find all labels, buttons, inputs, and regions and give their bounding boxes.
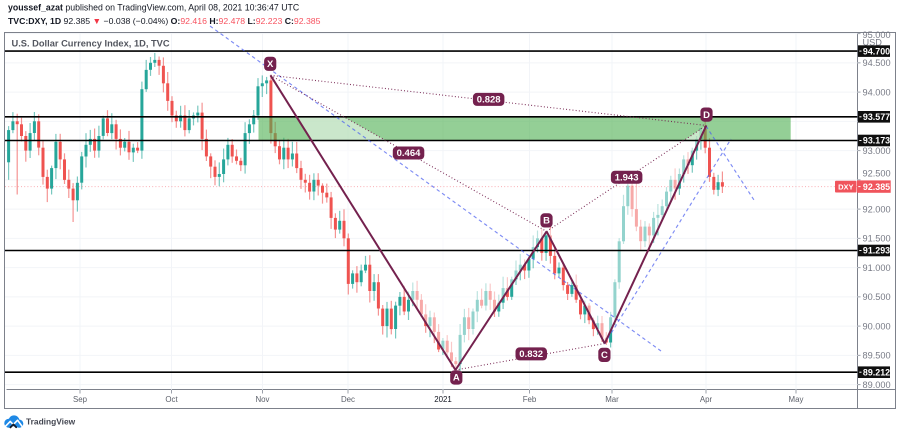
svg-text:May: May	[789, 395, 804, 404]
svg-text:TradingView: TradingView	[26, 417, 76, 427]
svg-text:Feb: Feb	[523, 395, 537, 404]
svg-text:2021: 2021	[434, 395, 452, 404]
svg-text:X: X	[267, 59, 274, 70]
svg-text:DXY: DXY	[838, 183, 853, 192]
svg-text:90.500: 90.500	[863, 292, 891, 302]
svg-text:91.293: 91.293	[863, 246, 890, 256]
svg-text:91.000: 91.000	[863, 263, 891, 273]
svg-text:92.500: 92.500	[863, 168, 891, 178]
svg-text:90.000: 90.000	[863, 321, 891, 331]
svg-text:A: A	[453, 373, 460, 384]
svg-text:92.000: 92.000	[863, 204, 891, 214]
svg-text:91.500: 91.500	[863, 234, 891, 244]
svg-text:Dec: Dec	[341, 395, 355, 404]
svg-text:Nov: Nov	[255, 395, 269, 404]
svg-text:1.943: 1.943	[615, 172, 639, 183]
svg-text:93.173: 93.173	[863, 136, 890, 146]
svg-text:92.385: 92.385	[863, 182, 890, 192]
svg-text:93.577: 93.577	[863, 112, 890, 122]
svg-text:0.832: 0.832	[519, 349, 543, 360]
svg-text:0.464: 0.464	[397, 148, 421, 159]
svg-text:Oct: Oct	[165, 395, 178, 404]
svg-text:Mar: Mar	[605, 395, 619, 404]
svg-text:C: C	[601, 350, 608, 361]
svg-text:Sep: Sep	[73, 395, 88, 404]
svg-text:95.000: 95.000	[863, 30, 891, 40]
svg-text:94.000: 94.000	[863, 87, 891, 97]
svg-text:youssef_azat published on Trad: youssef_azat published on TradingView.co…	[8, 2, 299, 12]
svg-text:B: B	[543, 216, 550, 227]
svg-text:89.212: 89.212	[863, 367, 890, 377]
svg-text:USD: USD	[863, 38, 883, 48]
svg-text:Apr: Apr	[700, 395, 713, 404]
svg-text:U.S. Dollar Currency Index, 1D: U.S. Dollar Currency Index, 1D, TVC	[12, 39, 170, 49]
svg-text:0.828: 0.828	[477, 95, 501, 106]
svg-text:TVC:DXY, 1D 92.385 ▼ −0.038 (−: TVC:DXY, 1D 92.385 ▼ −0.038 (−0.04%) O:9…	[8, 16, 321, 26]
svg-text:93.000: 93.000	[863, 146, 891, 156]
svg-text:89.000: 89.000	[863, 380, 891, 390]
svg-text:94.500: 94.500	[863, 58, 891, 68]
svg-text:D: D	[703, 110, 710, 121]
svg-text:89.500: 89.500	[863, 351, 891, 361]
svg-text:94.700: 94.700	[863, 46, 890, 56]
